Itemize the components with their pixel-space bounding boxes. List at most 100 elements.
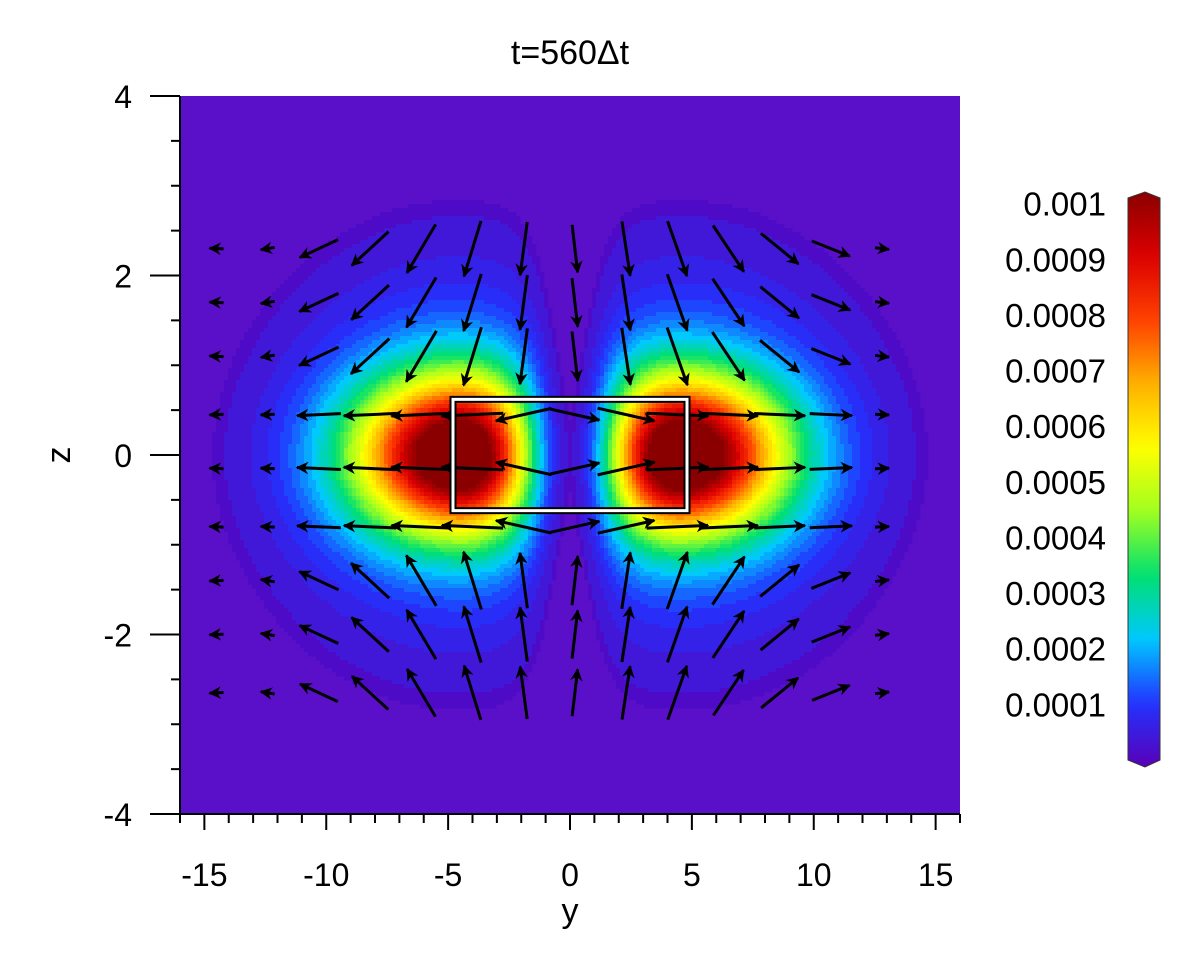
heatmap-cell xyxy=(356,636,361,641)
heatmap-cell xyxy=(352,556,357,561)
heatmap-cell xyxy=(420,508,425,513)
heatmap-cell xyxy=(392,556,397,561)
heatmap-cell xyxy=(284,308,289,313)
heatmap-cell xyxy=(320,552,325,557)
heatmap-cell xyxy=(304,512,309,517)
heatmap-cell xyxy=(412,292,417,297)
heatmap-cell xyxy=(232,488,237,493)
heatmap-cell xyxy=(384,364,389,369)
heatmap-cell xyxy=(364,624,369,629)
heatmap-cell xyxy=(284,496,289,501)
heatmap-cell xyxy=(364,320,369,325)
heatmap-cell xyxy=(320,492,325,497)
heatmap-cell xyxy=(400,244,405,249)
heatmap-cell xyxy=(408,392,413,397)
heatmap-cell xyxy=(376,680,381,685)
heatmap-cell xyxy=(420,528,425,533)
heatmap-cell xyxy=(388,476,393,481)
heatmap-cell xyxy=(244,404,249,409)
heatmap-cell xyxy=(408,228,413,233)
heatmap-cell xyxy=(396,648,401,653)
heatmap-cell xyxy=(296,636,301,641)
heatmap-cell xyxy=(336,244,341,249)
heatmap-cell xyxy=(296,536,301,541)
heatmap-cell xyxy=(408,660,413,665)
heatmap-cell xyxy=(312,508,317,513)
heatmap-cell xyxy=(312,624,317,629)
heatmap-cell xyxy=(340,504,345,509)
heatmap-cell xyxy=(364,528,369,533)
heatmap-cell xyxy=(352,516,357,521)
heatmap-cell xyxy=(404,700,409,705)
heatmap-cell xyxy=(320,420,325,425)
heatmap-cell xyxy=(404,296,409,301)
heatmap-cell xyxy=(232,388,237,393)
heatmap-cell xyxy=(300,616,305,621)
heatmap-cell xyxy=(380,456,385,461)
heatmap-cell xyxy=(356,244,361,249)
heatmap-cell xyxy=(312,544,317,549)
heatmap-cell xyxy=(364,328,369,333)
heatmap-cell xyxy=(276,380,281,385)
heatmap-cell xyxy=(292,460,297,465)
heatmap-cell xyxy=(260,512,265,517)
heatmap-cell xyxy=(340,408,345,413)
heatmap-cell xyxy=(236,380,241,385)
heatmap-cell xyxy=(240,432,245,437)
heatmap-cell xyxy=(376,648,381,653)
heatmap-cell xyxy=(288,352,293,357)
heatmap-cell xyxy=(404,512,409,517)
heatmap-cell xyxy=(420,532,425,537)
heatmap-cell xyxy=(404,588,409,593)
heatmap-cell xyxy=(300,620,305,625)
heatmap-cell xyxy=(404,452,409,457)
heatmap-cell xyxy=(372,688,377,693)
heatmap-cell xyxy=(344,672,349,677)
heatmap-cell xyxy=(340,624,345,629)
heatmap-cell xyxy=(272,416,277,421)
heatmap-cell xyxy=(340,496,345,501)
heatmap-cell xyxy=(276,528,281,533)
heatmap-cell xyxy=(412,472,417,477)
heatmap-cell xyxy=(388,236,393,241)
heatmap-cell xyxy=(288,548,293,553)
heatmap-cell xyxy=(380,620,385,625)
heatmap-cell xyxy=(328,316,333,321)
heatmap-cell xyxy=(300,540,305,545)
heatmap-cell xyxy=(372,224,377,229)
heatmap-cell xyxy=(316,436,321,441)
heatmap-cell xyxy=(420,304,425,309)
heatmap-cell xyxy=(388,656,393,661)
heatmap-cell xyxy=(320,548,325,553)
heatmap-cell xyxy=(288,580,293,585)
heatmap-cell xyxy=(272,536,277,541)
heatmap-cell xyxy=(352,456,357,461)
heatmap-cell xyxy=(416,276,421,281)
heatmap-cell xyxy=(364,308,369,313)
heatmap-cell xyxy=(280,612,285,617)
heatmap-cell xyxy=(404,364,409,369)
heatmap-cell xyxy=(392,624,397,629)
heatmap-cell xyxy=(368,476,373,481)
heatmap-cell xyxy=(220,396,225,401)
heatmap-cell xyxy=(372,264,377,269)
heatmap-cell xyxy=(408,388,413,393)
heatmap-cell xyxy=(244,532,249,537)
heatmap-cell xyxy=(356,388,361,393)
heatmap-cell xyxy=(248,348,253,353)
heatmap-cell xyxy=(336,280,341,285)
heatmap-cell xyxy=(364,500,369,505)
heatmap-cell xyxy=(264,360,269,365)
heatmap-cell xyxy=(316,384,321,389)
heatmap-cell xyxy=(244,440,249,445)
heatmap-cell xyxy=(340,492,345,497)
heatmap-cell xyxy=(268,456,273,461)
heatmap-cell xyxy=(392,252,397,257)
heatmap-cell xyxy=(344,340,349,345)
heatmap-cell xyxy=(280,328,285,333)
heatmap-cell xyxy=(364,284,369,289)
heatmap-cell xyxy=(376,576,381,581)
heatmap-cell xyxy=(272,388,277,393)
heatmap-cell xyxy=(380,268,385,273)
heatmap-cell xyxy=(360,260,365,265)
